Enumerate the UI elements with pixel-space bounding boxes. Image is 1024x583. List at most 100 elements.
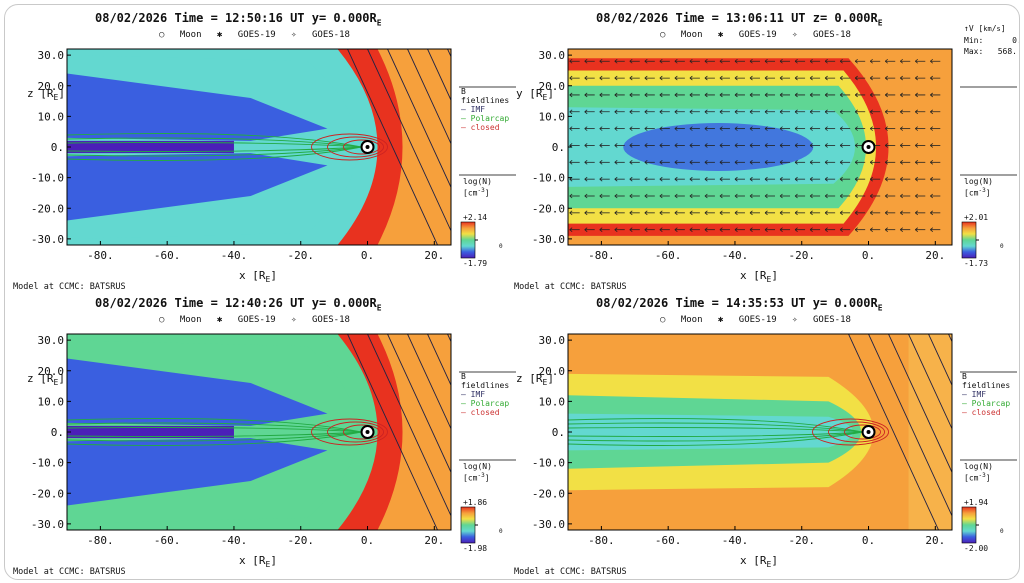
- velocity-arrowhead: [930, 160, 934, 165]
- panel-bottom-left: -80. -60. -40. -20. 0. 20. 30.0 20.0 10.0 0. -10.0…: [11, 292, 516, 578]
- goes19-legend-icon: ✱: [717, 30, 724, 40]
- imf-line: [407, 334, 451, 430]
- velocity-arrowhead: [659, 193, 663, 199]
- polarcap-line: [568, 431, 863, 437]
- south-lobe: [67, 438, 328, 506]
- polarcap-line: [67, 142, 362, 148]
- plot-area: -80. -60. -40. -20. 0. 20. 30.0 20.0 10.0 0. -10.0…: [31, 333, 516, 547]
- imf-line: [367, 49, 451, 232]
- polarcap-line: [568, 422, 863, 433]
- velocity-arrowhead: [584, 160, 588, 165]
- colorbar-max: +2.14: [463, 213, 488, 222]
- velocity-arrowhead: [614, 75, 618, 81]
- velocity-arrowhead: [824, 160, 828, 165]
- velocity-arrowhead: [824, 210, 828, 216]
- velocity-arrowhead: [704, 143, 708, 148]
- velocity-arrowhead: [569, 58, 573, 64]
- y-tick-label: 30.0: [539, 49, 566, 62]
- velocity-arrowhead: [569, 227, 573, 233]
- imf-line: [367, 334, 451, 517]
- velocity-arrowhead: [599, 92, 603, 98]
- velocity-arrowhead: [584, 193, 588, 199]
- velocity-arrowhead: [794, 176, 798, 182]
- y-tick-label: 30.0: [38, 334, 65, 347]
- velocity-arrowhead: [779, 160, 783, 165]
- velocity-arrowhead: [915, 143, 919, 148]
- panel-title: 08/02/2026 Time = 12:40:26 UT y= 0.000RE: [95, 296, 382, 313]
- velocity-arrowhead: [749, 193, 753, 199]
- polarcap-line: [568, 431, 863, 442]
- marker-legend: ○ Moon ✱ GOES-19 ✧ GOES-18: [660, 315, 861, 325]
- y-tick-label: -30.0: [532, 233, 565, 246]
- legend-imf: IMF: [470, 390, 486, 399]
- colorbar: [460, 221, 476, 259]
- velocity-arrowhead: [824, 176, 828, 182]
- moon-legend-icon: ○: [660, 30, 666, 40]
- velocity-arrowhead: [734, 58, 738, 64]
- velocity-arrowhead: [764, 58, 768, 64]
- velocity-arrowhead: [584, 58, 588, 64]
- x-tick-label: -60.: [154, 534, 181, 547]
- velocity-arrowhead: [569, 109, 573, 115]
- model-credit: Model at CCMC: BATSRUS: [13, 567, 126, 577]
- goes18-legend-icon: ✧: [792, 315, 798, 325]
- y-tick-label: -10.0: [31, 172, 64, 185]
- velocity-arrowhead: [839, 126, 843, 131]
- velocity-arrowhead: [704, 210, 708, 216]
- velocity-arrowhead: [794, 126, 798, 131]
- velocity-arrowhead: [719, 176, 723, 182]
- velocity-arrowhead: [674, 227, 678, 233]
- colorbar-max: +1.86: [463, 498, 488, 507]
- velocity-arrowhead: [930, 176, 934, 182]
- velocity-arrowhead: [824, 58, 828, 64]
- velocity-arrowhead: [824, 126, 828, 131]
- polarcap-line: [67, 431, 362, 442]
- velocity-arrowhead: [599, 126, 603, 131]
- colorbar-min: -1.79: [463, 259, 488, 268]
- legend-imf: IMF: [470, 105, 486, 114]
- velocity-arrowhead: [900, 92, 904, 98]
- colorbar-title: log(N) [cm-3]: [964, 462, 993, 483]
- velocity-arrowhead: [900, 193, 904, 199]
- polarcap-line: [568, 427, 863, 433]
- velocity-arrowhead: [869, 176, 873, 182]
- velocity-arrowhead: [689, 92, 693, 98]
- velocity-arrowhead: [704, 92, 708, 98]
- velocity-arrowhead: [749, 160, 753, 165]
- x-tick-label: 20.: [925, 249, 945, 262]
- velocity-arrowhead: [764, 75, 768, 81]
- panel-title: 08/02/2026 Time = 14:35:53 UT y= 0.000RE: [596, 296, 883, 313]
- y-tick-label: -30.0: [532, 518, 565, 531]
- x-tick-label: 0.: [361, 249, 374, 262]
- polarcap-line: [67, 146, 362, 161]
- figure-frame: -80. -60. -40. -20. 0. 20. 30.0 20.0 10.0 0. -10.0…: [4, 4, 1020, 580]
- imf-line: [347, 334, 438, 530]
- legend-closed: closed: [971, 408, 1001, 417]
- velocity-arrowhead: [854, 227, 858, 233]
- velocity-arrowhead: [659, 126, 663, 131]
- x-tick-label: 0.: [862, 534, 875, 547]
- y-tick-label: -20.0: [31, 487, 64, 500]
- x-tick-label: -20.: [287, 249, 314, 262]
- velocity-arrowhead: [900, 109, 904, 115]
- marker-legend: ○ Moon ✱ GOES-19 ✧ GOES-18: [660, 30, 861, 40]
- marker-legend: ○ Moon ✱ GOES-19 ✧ GOES-18: [159, 315, 360, 325]
- velocity-arrowhead: [584, 143, 588, 148]
- velocity-arrowhead: [809, 210, 813, 216]
- velocity-arrowhead: [659, 143, 663, 148]
- velocity-arrowhead: [764, 126, 768, 131]
- velocity-arrowhead: [930, 109, 934, 115]
- velocity-arrowhead: [884, 227, 888, 233]
- velocity-arrowhead: [779, 75, 783, 81]
- imf-line: [868, 334, 952, 517]
- legend-moon: Moon: [680, 315, 703, 325]
- imf-line: [387, 334, 451, 474]
- velocity-arrowhead: [779, 210, 783, 216]
- x-tick-label: -80.: [588, 534, 615, 547]
- velocity-arrowhead: [809, 109, 813, 115]
- y-tick-label: 10.0: [539, 110, 566, 123]
- velocity-arrowhead: [809, 58, 813, 64]
- velocity-arrowhead: [824, 227, 828, 233]
- colorbar-title: log(N) [cm-3]: [463, 177, 492, 198]
- velocity-arrowhead: [779, 109, 783, 115]
